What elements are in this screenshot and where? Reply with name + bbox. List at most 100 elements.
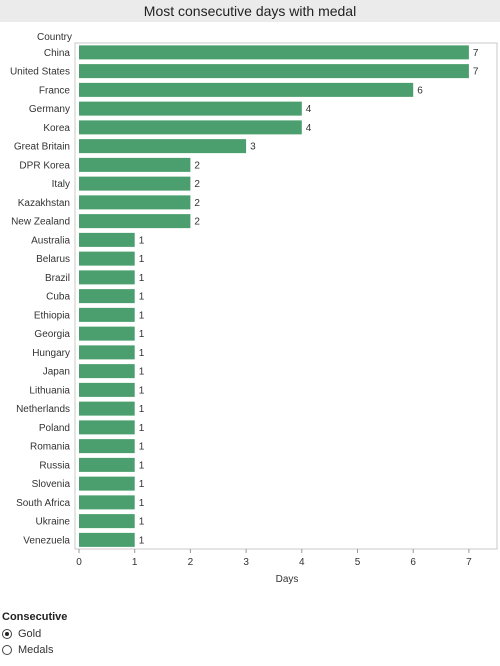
category-label: Netherlands [16,404,70,415]
radio-checked-icon[interactable] [2,629,12,639]
category-label: China [44,48,71,59]
bar-korea [79,120,302,135]
value-label: 1 [139,517,145,528]
category-label: United States [10,67,70,78]
category-label: Belarus [36,254,70,265]
value-label: 1 [139,254,145,265]
bar-united-states [79,64,469,79]
bar-slovenia [79,476,135,491]
bar-chart: Country China United States France Germany K… [10,32,498,585]
value-label: 1 [139,310,145,321]
radio-unchecked-icon[interactable] [2,645,12,655]
bar-hungary [79,345,135,360]
category-label: Cuba [46,292,70,303]
plot-area [74,42,498,550]
x-axis-title: Days [276,574,299,585]
value-label: 2 [194,217,200,228]
value-label: 1 [139,460,145,471]
plot-border [74,42,498,550]
value-label: 6 [417,85,423,96]
value-label: 3 [250,142,256,153]
bar-belarus [79,251,135,266]
category-label: Venezuela [23,535,70,546]
value-label: 7 [473,48,479,59]
value-label: 2 [194,179,200,190]
x-tick-label: 1 [132,557,138,568]
bar-russia [79,457,135,472]
bar-china [79,45,469,60]
bar-romania [79,439,135,454]
x-tick-label: 7 [466,557,472,568]
bar-italy [79,176,191,191]
value-label: 1 [139,292,145,303]
x-tick-label: 2 [188,557,194,568]
bar-france [79,82,414,97]
category-labels: China United States France Germany Korea Grea… [10,48,70,547]
bar-south-africa [79,495,135,510]
bar-new-zealand [79,214,191,229]
category-label: Slovenia [32,479,71,490]
value-label: 1 [139,423,145,434]
category-label: Russia [39,460,70,471]
value-label: 1 [139,329,145,340]
filter-option-label: Gold [18,628,42,640]
x-axis: 0 1 2 3 4 5 6 7 [76,549,472,568]
value-label: 2 [194,160,200,171]
value-labels: 7 7 6 4 4 3 2 2 2 2 1 1 1 1 1 1 1 1 1 1 1 1 1 1 1 1 1 [139,48,479,547]
bar-poland [79,420,135,435]
category-label: Italy [52,179,70,190]
value-label: 4 [306,104,312,115]
value-label: 1 [139,442,145,453]
value-label: 1 [139,385,145,396]
bar-venezuela [79,532,135,547]
bar-ukraine [79,514,135,529]
category-label: New Zealand [11,217,70,228]
consecutive-filter: Consecutive Gold Medals [2,611,67,658]
category-label: Australia [31,235,70,246]
x-tick-label: 4 [299,557,305,568]
category-label: Japan [43,367,70,378]
category-label: France [39,85,71,96]
value-label: 1 [139,535,145,546]
category-label: DPR Korea [19,160,70,171]
row-header: Country [37,32,72,43]
category-label: South Africa [16,498,70,509]
bar-cuba [79,289,135,304]
bar-great-britain [79,139,247,154]
value-label: 1 [139,367,145,378]
value-label: 1 [139,348,145,359]
bar-japan [79,364,135,379]
value-label: 1 [139,235,145,246]
category-label: Lithuania [29,385,70,396]
filter-option-medals[interactable]: Medals [2,642,67,658]
category-label: Great Britain [14,142,70,153]
x-tick-label: 3 [243,557,249,568]
value-label: 1 [139,273,145,284]
bar-australia [79,232,135,247]
bar-netherlands [79,401,135,416]
category-label: Kazakhstan [18,198,70,209]
category-label: Poland [39,423,70,434]
chart-title: Most consecutive days with medal [0,0,500,22]
filter-option-gold[interactable]: Gold [2,626,67,642]
filter-title: Consecutive [2,611,68,623]
bar-dpr-korea [79,157,191,172]
filter-option-label: Medals [18,644,54,656]
category-label: Romania [30,442,70,453]
category-label: Ukraine [36,517,71,528]
category-label: Hungary [32,348,70,359]
value-label: 1 [139,404,145,415]
value-label: 1 [139,479,145,490]
value-label: 2 [194,198,200,209]
bars-group [79,45,469,547]
category-label: Georgia [34,329,70,340]
x-tick-label: 0 [76,557,82,568]
bar-ethiopia [79,307,135,322]
bar-lithuania [79,382,135,397]
bar-germany [79,101,302,116]
category-label: Ethiopia [34,310,71,321]
category-label: Brazil [45,273,70,284]
x-tick-label: 6 [410,557,416,568]
bar-brazil [79,270,135,285]
bar-kazakhstan [79,195,191,210]
